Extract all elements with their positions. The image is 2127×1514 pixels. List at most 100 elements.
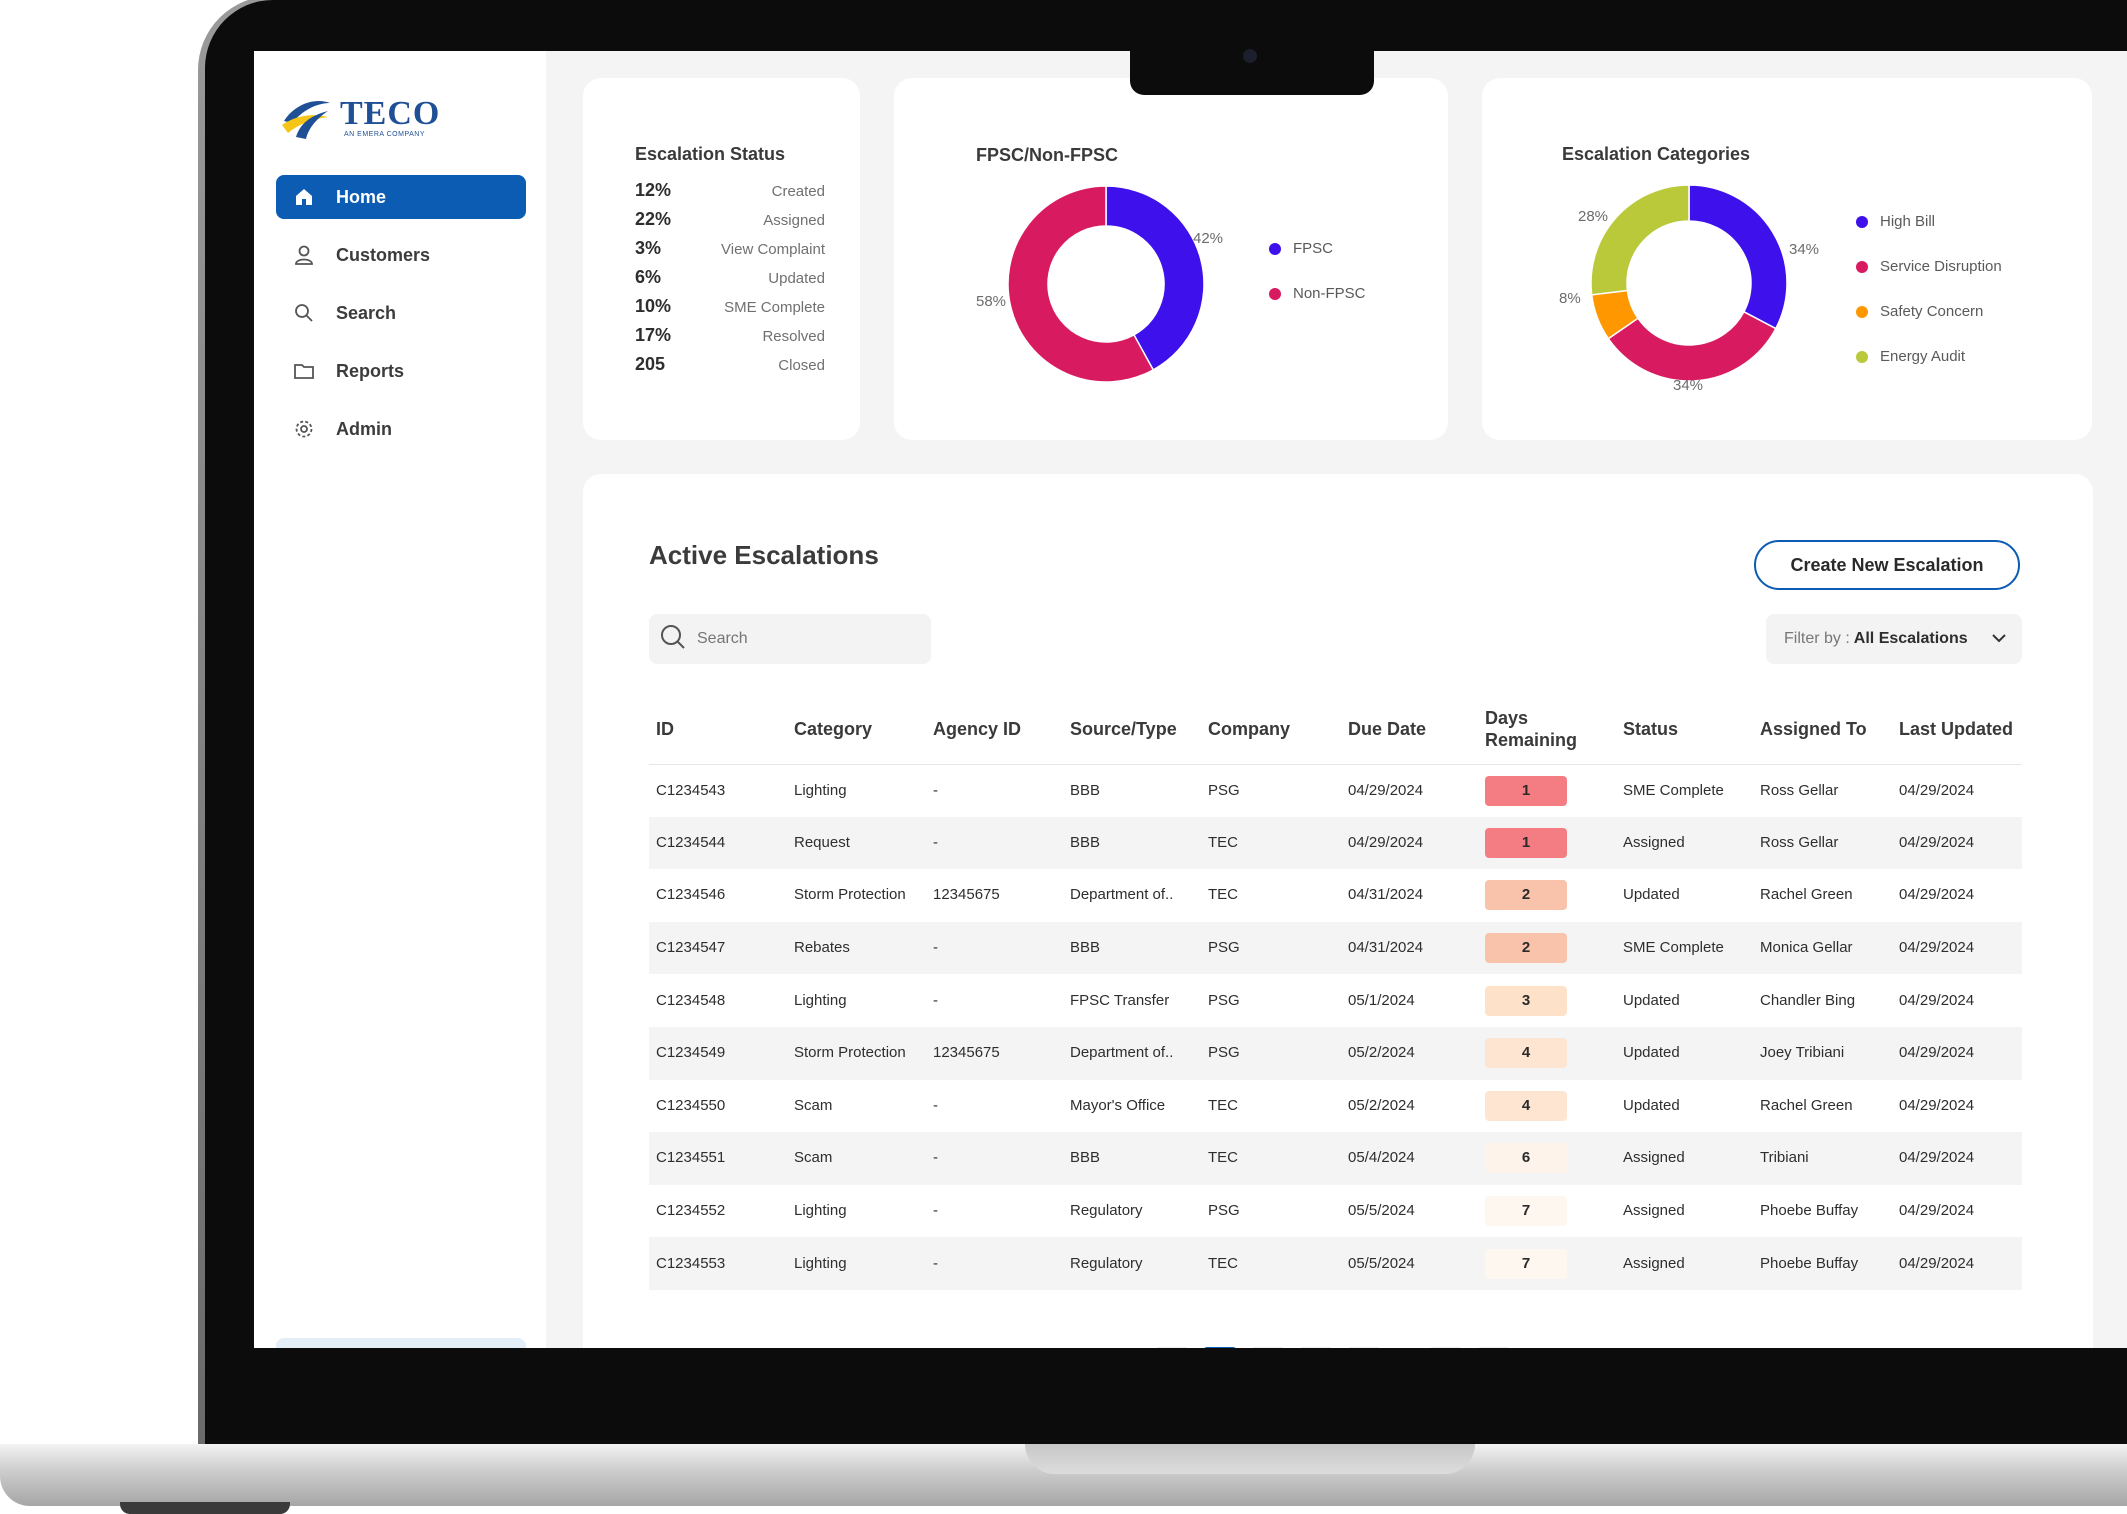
fpsc-donut-chart — [1007, 185, 1205, 383]
cell-status: Updated — [1623, 886, 1680, 904]
column-header-days-remaining[interactable]: Days Remaining — [1478, 694, 1616, 765]
days-remaining-badge: 1 — [1485, 827, 1567, 858]
cell-id: C1234544 — [649, 816, 787, 870]
sidebar-item-label: Home — [336, 186, 387, 207]
logo-wordmark: TECO — [340, 95, 441, 132]
cell-company: PSG — [1208, 781, 1240, 799]
pagination-page-1[interactable]: 1 — [1203, 1347, 1237, 1348]
legend-item-fpsc: FPSC — [1269, 226, 1366, 271]
column-header-status[interactable]: Status — [1616, 694, 1753, 765]
column-header-company[interactable]: Company — [1201, 694, 1341, 765]
laptop-opening-notch — [1025, 1444, 1475, 1474]
cell-id: C1234546 — [656, 886, 726, 904]
cell-due-date: 05/2/2024 — [1341, 1026, 1478, 1080]
status-value: 205 — [635, 354, 666, 374]
cell-status: Updated — [1616, 1026, 1753, 1080]
cell-category: Storm Protection — [787, 1026, 926, 1080]
column-header-category[interactable]: Category — [787, 694, 926, 765]
column-header-id[interactable]: ID — [649, 694, 787, 765]
card-title: FPSC/Non-FPSC — [976, 145, 1118, 165]
cell-company: TEC — [1201, 816, 1341, 870]
search-input[interactable] — [697, 630, 917, 648]
search-icon — [659, 623, 687, 656]
pagination-page-3[interactable]: 3 — [1299, 1347, 1333, 1348]
status-label: Resolved — [762, 328, 825, 345]
table-body: C1234543 Lighting - BBB PSG 04/29/2024 1 SME Co… — [649, 764, 2022, 1290]
cell-source-type: Department of.. — [1070, 886, 1174, 904]
sidebar-item-label: Reports — [336, 360, 405, 381]
column-header-last-updated[interactable]: Last Updated — [1892, 694, 2022, 765]
days-remaining-badge: 1 — [1485, 775, 1567, 806]
cell-due-date: 05/5/2024 — [1341, 1237, 1478, 1290]
legend-item-high-bill: High Bill — [1856, 199, 2002, 244]
table-row[interactable]: C1234546 Storm Protection 12345675 Departme… — [649, 869, 2022, 922]
cell-assigned-to: Monica Gellar — [1753, 921, 1892, 975]
sidebar-item-customers[interactable]: Customers — [276, 233, 526, 277]
cell-days-remaining: 4 — [1478, 1026, 1616, 1080]
days-remaining-badge: 6 — [1485, 1143, 1567, 1174]
donut-slice-non-fpsc — [1007, 185, 1155, 383]
cell-assigned-to: Chandler Bing — [1760, 991, 1856, 1009]
sidebar-item-home[interactable]: Home — [276, 175, 526, 219]
pagination: < 1 2 3 4 ... 10 > — [578, 1347, 2088, 1348]
status-row: 205 Closed — [635, 354, 825, 383]
column-header-source-type[interactable]: Source/Type — [1063, 694, 1201, 765]
status-value: 3% — [635, 238, 662, 258]
column-header-due-date[interactable]: Due Date — [1341, 694, 1478, 765]
service-disruption-pct-label: 34% — [1673, 377, 1704, 394]
sidebar-item-admin[interactable]: Admin — [276, 407, 526, 451]
table-row[interactable]: C1234548 Lighting - FPSC Transfer PSG 05/1/20… — [649, 974, 2022, 1027]
table-row[interactable]: C1234553 Lighting - Regulatory TEC 05/5/2024 7… — [649, 1237, 2022, 1290]
status-row: 3% View Complaint — [635, 238, 825, 267]
status-row: 6% Updated — [635, 267, 825, 296]
legend-label: Service Disruption — [1880, 258, 2002, 275]
filter-dropdown[interactable]: Filter by : All Escalations — [1766, 614, 2022, 664]
table-row[interactable]: C1234547 Rebates - BBB PSG 04/31/2024 2 SME Com… — [649, 921, 2022, 975]
cell-assigned-to: Tribiani — [1753, 1132, 1892, 1185]
cell-assigned-to: Rachel Green — [1760, 886, 1853, 904]
camera-icon — [1243, 49, 1257, 63]
nonfpsc-pct-label: 58% — [976, 293, 1007, 310]
sidebar-item-reports[interactable]: Reports — [276, 349, 526, 393]
table-row[interactable]: C1234552 Lighting - Regulatory PSG 05/5/2024 7… — [649, 1185, 2022, 1238]
laptop-foot — [120, 1502, 290, 1514]
cell-id: C1234551 — [649, 1132, 787, 1185]
pagination-page-4[interactable]: 4 — [1347, 1347, 1381, 1348]
table-row[interactable]: C1234551 Scam - BBB TEC 05/4/2024 6 Assigned Tri… — [649, 1132, 2022, 1185]
create-new-escalation-button[interactable]: Create New Escalation — [1754, 540, 2020, 590]
cell-source-type: BBB — [1063, 921, 1201, 975]
cell-company: PSG — [1208, 1202, 1240, 1220]
cell-agency-id: - — [926, 921, 1063, 975]
status-row: 17% Resolved — [635, 325, 825, 354]
table-row[interactable]: C1234550 Scam - Mayor's Office TEC 05/2/2024 4… — [649, 1080, 2022, 1133]
cell-days-remaining: 1 — [1478, 816, 1616, 870]
fpsc-pct-label: 42% — [1193, 230, 1224, 247]
table-row[interactable]: C1234543 Lighting - BBB PSG 04/29/2024 1 SME Co… — [649, 764, 2022, 817]
teco-logo-mark-icon — [282, 101, 330, 139]
donut-slice-energy-audit — [1590, 184, 1690, 296]
column-header-agency-id[interactable]: Agency ID — [926, 694, 1063, 765]
days-remaining-badge: 7 — [1485, 1196, 1567, 1227]
screen: TECO AN EMERA COMPANY Home Customers — [254, 51, 2127, 1348]
sidebar-item-search[interactable]: Search — [276, 291, 526, 335]
cell-days-remaining: 7 — [1478, 1237, 1616, 1290]
cell-source-type: BBB — [1063, 1132, 1201, 1185]
legend-dot — [1269, 287, 1281, 300]
sidebar-item-label: Admin — [336, 418, 392, 439]
cell-company: PSG — [1208, 991, 1240, 1009]
days-remaining-badge: 7 — [1485, 1248, 1567, 1279]
pagination-prev-button[interactable]: < — [1155, 1347, 1189, 1348]
cell-last-updated: 04/29/2024 — [1899, 991, 1975, 1009]
pagination-page-2[interactable]: 2 — [1251, 1347, 1285, 1348]
table-row[interactable]: C1234544 Request - BBB TEC 04/29/2024 1 Assigne… — [649, 816, 2022, 870]
search-box — [649, 614, 931, 664]
column-header-assigned-to[interactable]: Assigned To — [1753, 694, 1892, 765]
pagination-next-button[interactable]: > — [1477, 1347, 1511, 1348]
pagination-page-10[interactable]: 10 — [1429, 1347, 1463, 1348]
cell-last-updated: 04/29/2024 — [1892, 1026, 2022, 1080]
cell-assigned-to: Ross Gellar — [1760, 781, 1839, 799]
legend-dot — [1856, 305, 1868, 318]
table-row[interactable]: C1234549 Storm Protection 12345675 Departme… — [649, 1026, 2022, 1080]
legend-item-service-disruption: Service Disruption — [1856, 244, 2002, 289]
logo-tagline: AN EMERA COMPANY — [344, 131, 425, 138]
